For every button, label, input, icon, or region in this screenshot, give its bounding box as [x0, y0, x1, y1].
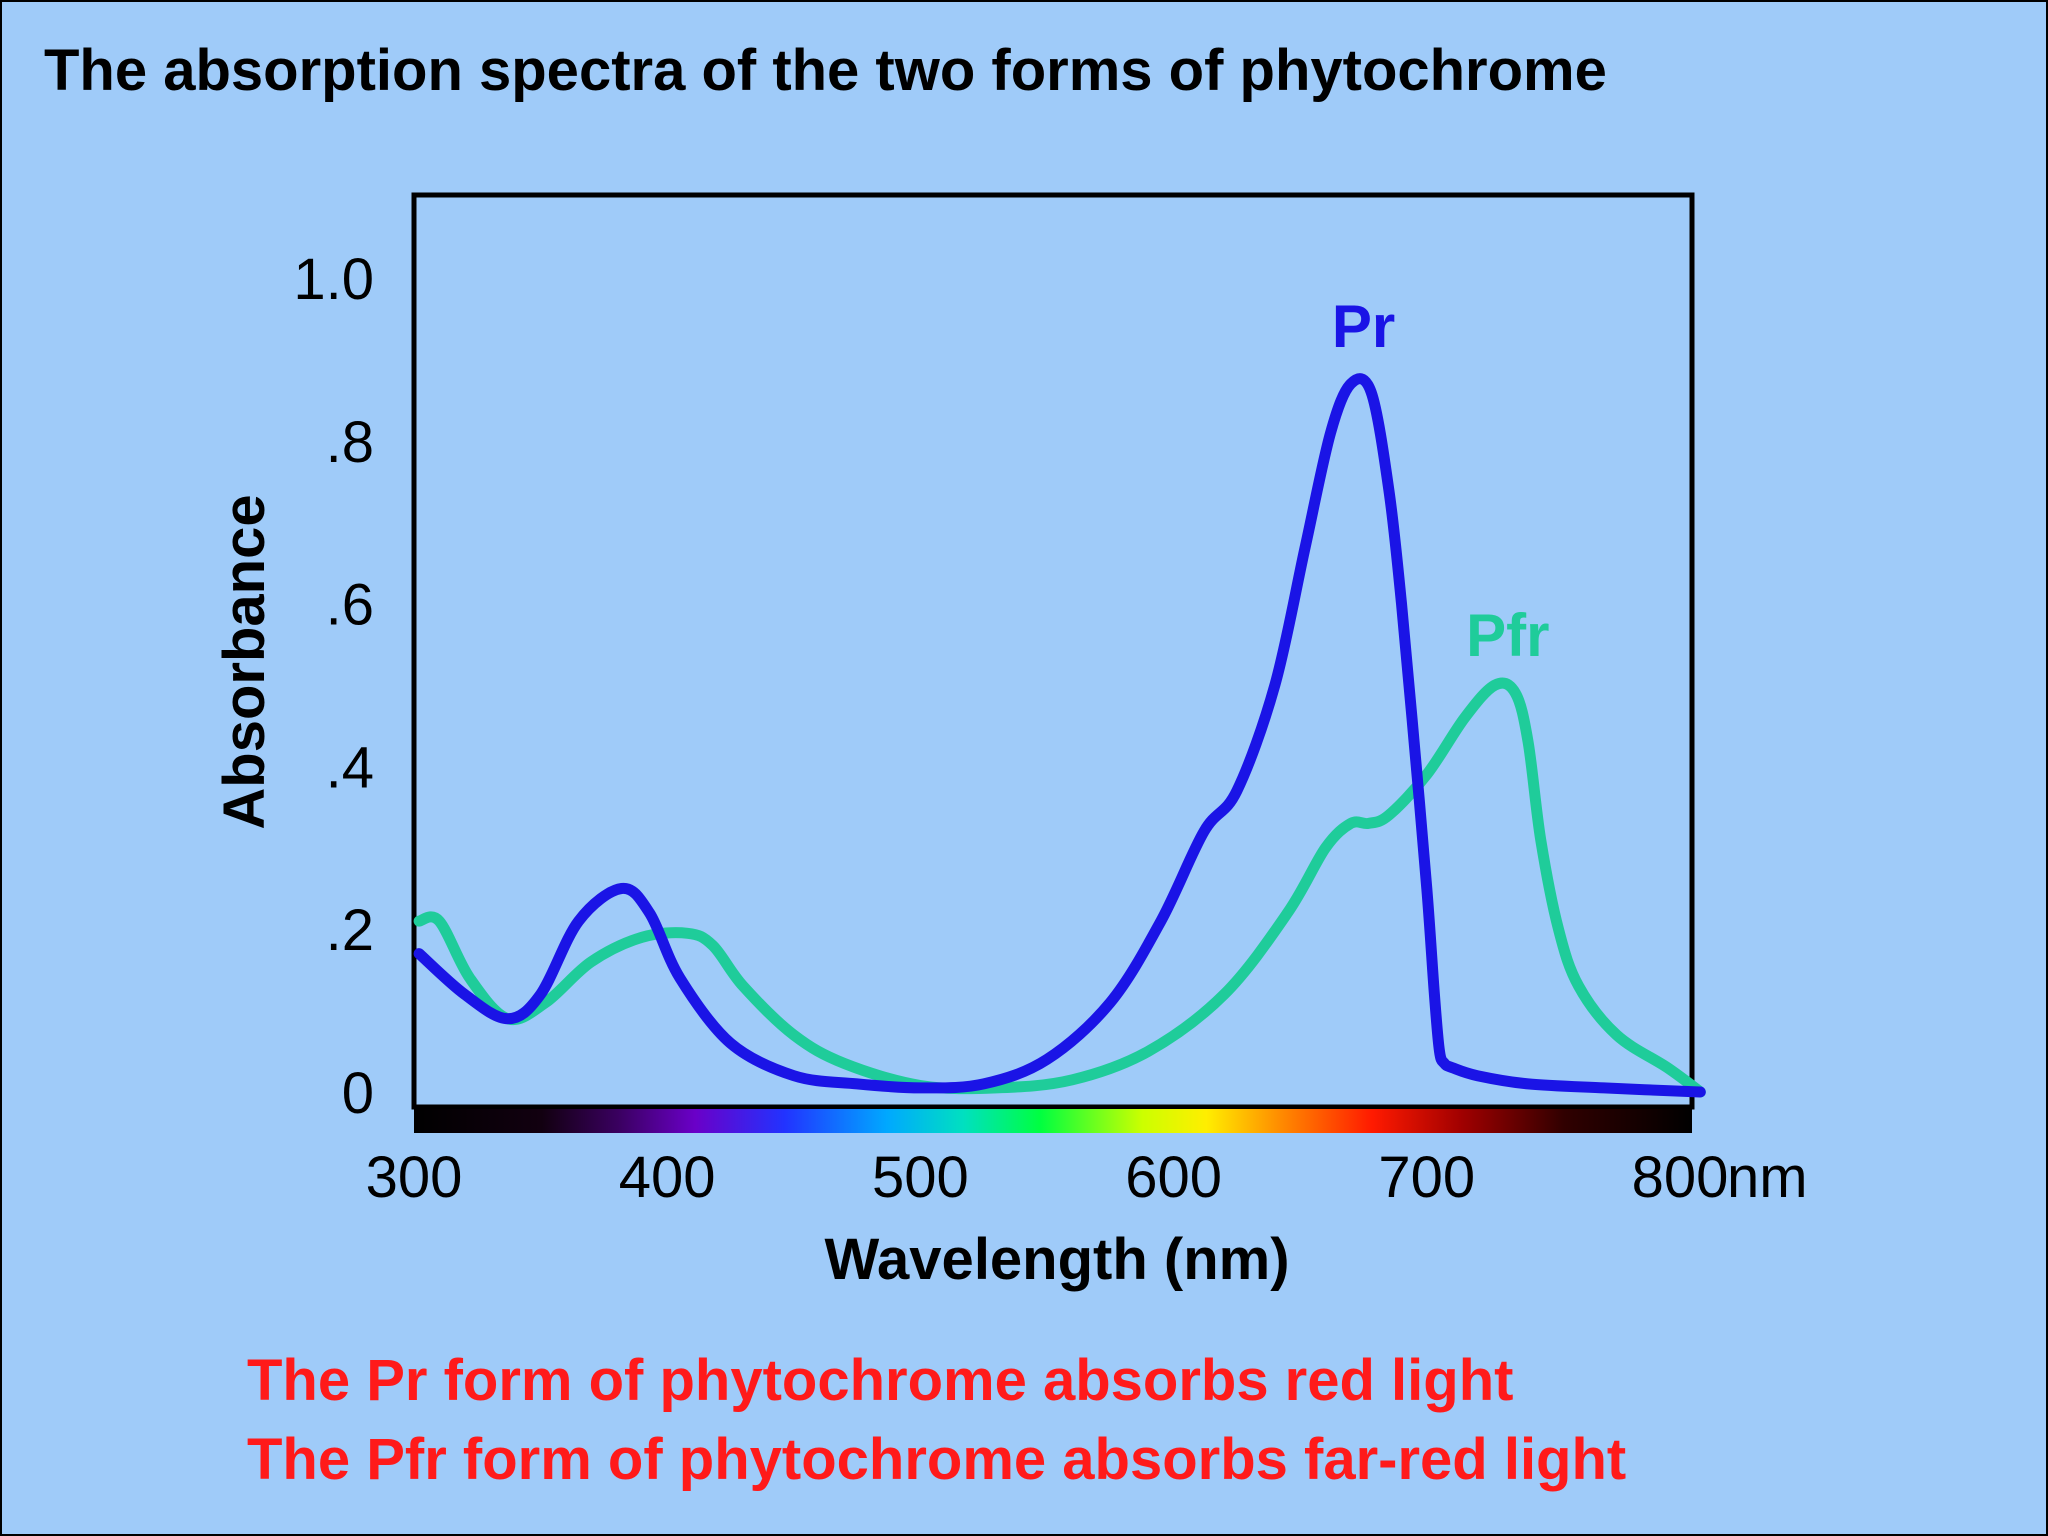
x-tick-label: 600 [1125, 1145, 1222, 1210]
x-tick-label: 400 [619, 1145, 716, 1210]
slide-title: The absorption spectra of the two forms … [44, 38, 1607, 103]
y-axis-title: Absorbance [212, 494, 277, 829]
caption-line-pfr: The Pfr form of phytochrome absorbs far-… [247, 1427, 1626, 1492]
annotation-layer: Pr Pfr [1332, 293, 1550, 669]
series-line-pfr [413, 677, 1706, 1098]
y-tick-label: .4 [326, 735, 374, 800]
x-tick-label: 300 [366, 1145, 463, 1210]
visible-spectrum-bar [414, 1109, 1692, 1133]
y-tick-label: .2 [326, 898, 374, 963]
series-label-pfr: Pfr [1466, 602, 1549, 669]
series-layer [413, 373, 1706, 1098]
x-tick-label: 700 [1378, 1145, 1475, 1210]
caption-line-pr: The Pr form of phytochrome absorbs red l… [247, 1348, 1513, 1413]
x-tick-label: 800 [1632, 1145, 1729, 1210]
x-axis-title: Wavelength (nm) [824, 1227, 1289, 1292]
x-tick-label: 500 [872, 1145, 969, 1210]
plot-frame [411, 192, 1695, 1110]
y-tick-label: 1.0 [293, 247, 374, 312]
series-line-pr [413, 373, 1706, 1098]
series-label-pr: Pr [1332, 293, 1395, 360]
y-tick-label: .6 [326, 573, 374, 638]
x-axis-ticks: 300 400 500 600 700 800 [366, 1145, 1729, 1210]
y-tick-label: .8 [326, 410, 374, 475]
y-axis-ticks: 0 .2 .4 .6 .8 1.0 [293, 247, 374, 1126]
x-unit-label: nm [1727, 1145, 1808, 1210]
y-tick-label: 0 [342, 1061, 374, 1126]
